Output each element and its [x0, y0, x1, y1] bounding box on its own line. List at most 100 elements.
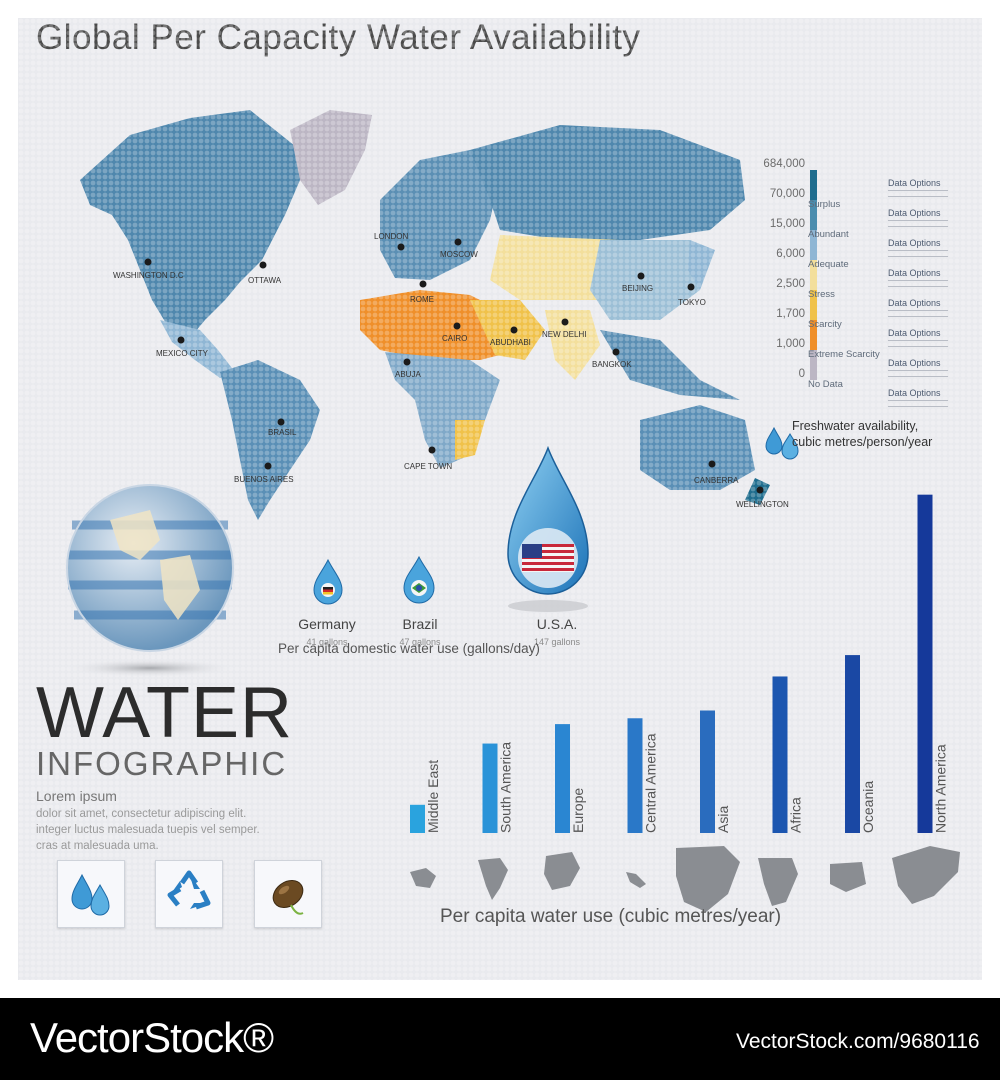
bar-middle-east [410, 804, 425, 833]
legend-category-label: Surplus [808, 199, 841, 210]
brazil-value: 47 gallons [399, 637, 441, 647]
legend-scale-value: 6,000 [776, 248, 805, 260]
data-options-label: Data Options [888, 328, 948, 347]
usa-drop-icon [507, 446, 589, 612]
legend-category-label: Adequate [808, 259, 849, 270]
city-label: CAIRO [442, 334, 468, 343]
data-options-label: Data Options [888, 358, 948, 377]
hero-title: WATER [36, 673, 293, 753]
legend-swatch-adequate [810, 230, 817, 260]
water-drops-icon [71, 873, 110, 916]
bar-label-middle-east: Middle East [425, 760, 441, 833]
city-label: WASHINGTON D.C [113, 271, 184, 280]
usa-value: 147 gallons [533, 637, 581, 647]
city-label: LONDON [374, 232, 409, 241]
legend-swatch-surplus [810, 170, 817, 200]
recycle-icon [167, 870, 211, 910]
germany-label: Germany [298, 616, 356, 632]
data-options-label: Data Options [888, 268, 948, 287]
silhouette-south-america [478, 858, 508, 900]
bar-asia [700, 710, 715, 833]
city-label: ABUJA [395, 370, 421, 379]
brazil-label: Brazil [402, 616, 438, 632]
city-label: BANGKOK [592, 360, 632, 369]
legend-category-label: Scarcity [808, 319, 842, 330]
city-label: BRASIL [268, 428, 297, 437]
germany-drop-icon [313, 558, 343, 605]
chart-x-axis-label: Per capita water use (cubic metres/year) [440, 906, 782, 927]
domestic-use-caption: Per capita domestic water use (gallons/d… [278, 641, 540, 656]
silhouette-asia [676, 846, 740, 912]
city-label: TOKYO [678, 298, 706, 307]
city-label: ABUDHABI [490, 338, 531, 347]
data-options-label: Data Options [888, 238, 948, 257]
bar-label-europe: Europe [570, 788, 586, 833]
legend-scale-value: 15,000 [769, 218, 805, 230]
bar-africa [772, 676, 788, 833]
silhouette-europe [544, 852, 580, 890]
water-use-bar-chart: Middle East South America Europe Central Am… [410, 494, 960, 912]
legend-scale-value: 1,000 [776, 338, 805, 350]
city-label: CAPE TOWN [404, 462, 453, 471]
legend-swatch-extreme-scarcity [810, 320, 817, 350]
water-drops-tile [57, 860, 125, 928]
bar-label-south-america: South America [498, 742, 514, 833]
legend-swatch-abundant [810, 200, 817, 230]
globe-illustration [65, 484, 235, 677]
legend-swatch-scarcity [810, 290, 817, 320]
water-drops-icon [765, 426, 799, 460]
city-label: WELLINGTON [736, 500, 789, 509]
lorem-body: dolor sit amet, consectetur adipiscing e… [36, 808, 260, 852]
data-options-label: Data Options [888, 388, 948, 407]
data-options-label: Data Options [888, 208, 948, 227]
bar-label-north-america: North America [933, 744, 949, 833]
silhouette-central-america [626, 872, 646, 888]
silhouette-oceania [830, 862, 866, 892]
city-label: MEXICO CITY [156, 349, 209, 358]
lorem-heading: Lorem ipsum [36, 788, 117, 804]
silhouette-africa [758, 858, 798, 906]
brand-url: VectorStock.com/9680116 [736, 1030, 980, 1053]
city-label: OTTAWA [248, 276, 282, 285]
city-label: BEIJING [622, 284, 654, 293]
city-label: MOSCOW [440, 250, 478, 259]
legend-category-label: Stress [808, 289, 835, 300]
legend-unit-caption: Freshwater availability, cubic metres/pe… [792, 419, 933, 449]
data-options-label: Data Options [888, 178, 948, 197]
continent-silhouettes [410, 846, 960, 912]
silhouette-north-america [892, 846, 960, 904]
legend-scale-value: 70,000 [769, 188, 805, 200]
legend-category-label: Extreme Scarcity [808, 349, 880, 360]
data-options-label: Data Options [888, 298, 948, 317]
germany-value: 41 gallons [306, 637, 348, 647]
city-label: CANBERRA [694, 476, 739, 485]
city-label: BUENOS AIRES [234, 475, 294, 484]
legend-scale-value: 684,000 [763, 158, 805, 170]
legend-category-label: No Data [808, 379, 843, 390]
bar-europe [555, 724, 570, 833]
brand-logo-text: VectorStock® [30, 1014, 274, 1061]
silhouette-middle-east [410, 868, 436, 888]
legend-scale-value: 1,700 [776, 308, 805, 320]
city-label: NEW DELHI [542, 330, 587, 339]
usa-label: U.S.A. [536, 616, 578, 632]
bar-label-africa: Africa [788, 797, 804, 833]
legend-swatch-no-data [810, 350, 817, 380]
bar-oceania [845, 655, 860, 833]
seed-icon [272, 880, 304, 915]
bar-south-america [482, 743, 498, 833]
bar-label-asia: Asia [715, 806, 731, 833]
legend-color-bar [810, 170, 817, 380]
legend-swatch-stress [810, 260, 817, 290]
city-markers [144, 238, 764, 494]
recycle-tile [155, 860, 223, 928]
footer-bar [0, 998, 1000, 1080]
legend-scale-value: 2,500 [776, 278, 805, 290]
hero-subtitle: INFOGRAPHIC [36, 745, 288, 782]
bar-central-america [627, 718, 643, 833]
seed-tile [254, 860, 322, 928]
bar-north-america [917, 494, 933, 833]
city-label: ROME [410, 295, 434, 304]
brazil-drop-icon [403, 555, 435, 604]
legend-category-label: Abundant [808, 229, 849, 240]
